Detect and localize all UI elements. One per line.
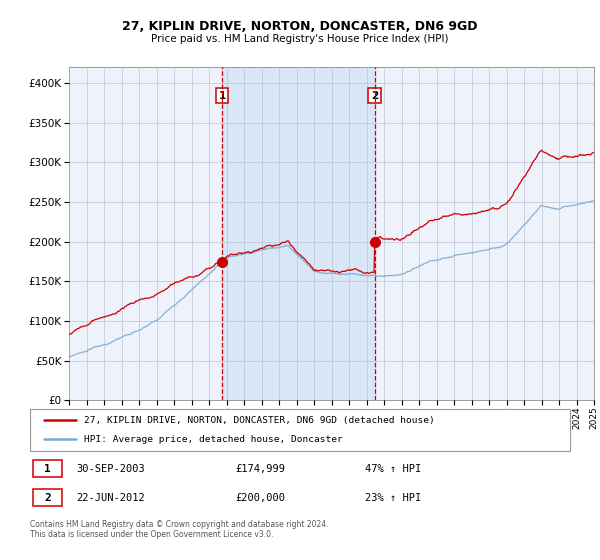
Bar (222, 67, 375, 400)
FancyBboxPatch shape (33, 489, 62, 506)
Text: 22-JUN-2012: 22-JUN-2012 (76, 493, 145, 503)
Text: 1: 1 (218, 91, 226, 101)
Text: 27, KIPLIN DRIVE, NORTON, DONCASTER, DN6 9GD: 27, KIPLIN DRIVE, NORTON, DONCASTER, DN6… (122, 20, 478, 33)
Text: £200,000: £200,000 (235, 493, 285, 503)
Text: 30-SEP-2003: 30-SEP-2003 (76, 464, 145, 474)
Text: £174,999: £174,999 (235, 464, 285, 474)
Text: 2: 2 (371, 91, 379, 101)
Text: 47% ↑ HPI: 47% ↑ HPI (365, 464, 421, 474)
Text: 2: 2 (44, 493, 51, 503)
FancyBboxPatch shape (30, 409, 570, 451)
Text: 1: 1 (44, 464, 51, 474)
Text: Price paid vs. HM Land Registry's House Price Index (HPI): Price paid vs. HM Land Registry's House … (151, 34, 449, 44)
Text: 27, KIPLIN DRIVE, NORTON, DONCASTER, DN6 9GD (detached house): 27, KIPLIN DRIVE, NORTON, DONCASTER, DN6… (84, 416, 435, 424)
Text: HPI: Average price, detached house, Doncaster: HPI: Average price, detached house, Donc… (84, 435, 343, 444)
Text: Contains HM Land Registry data © Crown copyright and database right 2024.
This d: Contains HM Land Registry data © Crown c… (30, 520, 329, 539)
FancyBboxPatch shape (33, 460, 62, 477)
Text: 23% ↑ HPI: 23% ↑ HPI (365, 493, 421, 503)
